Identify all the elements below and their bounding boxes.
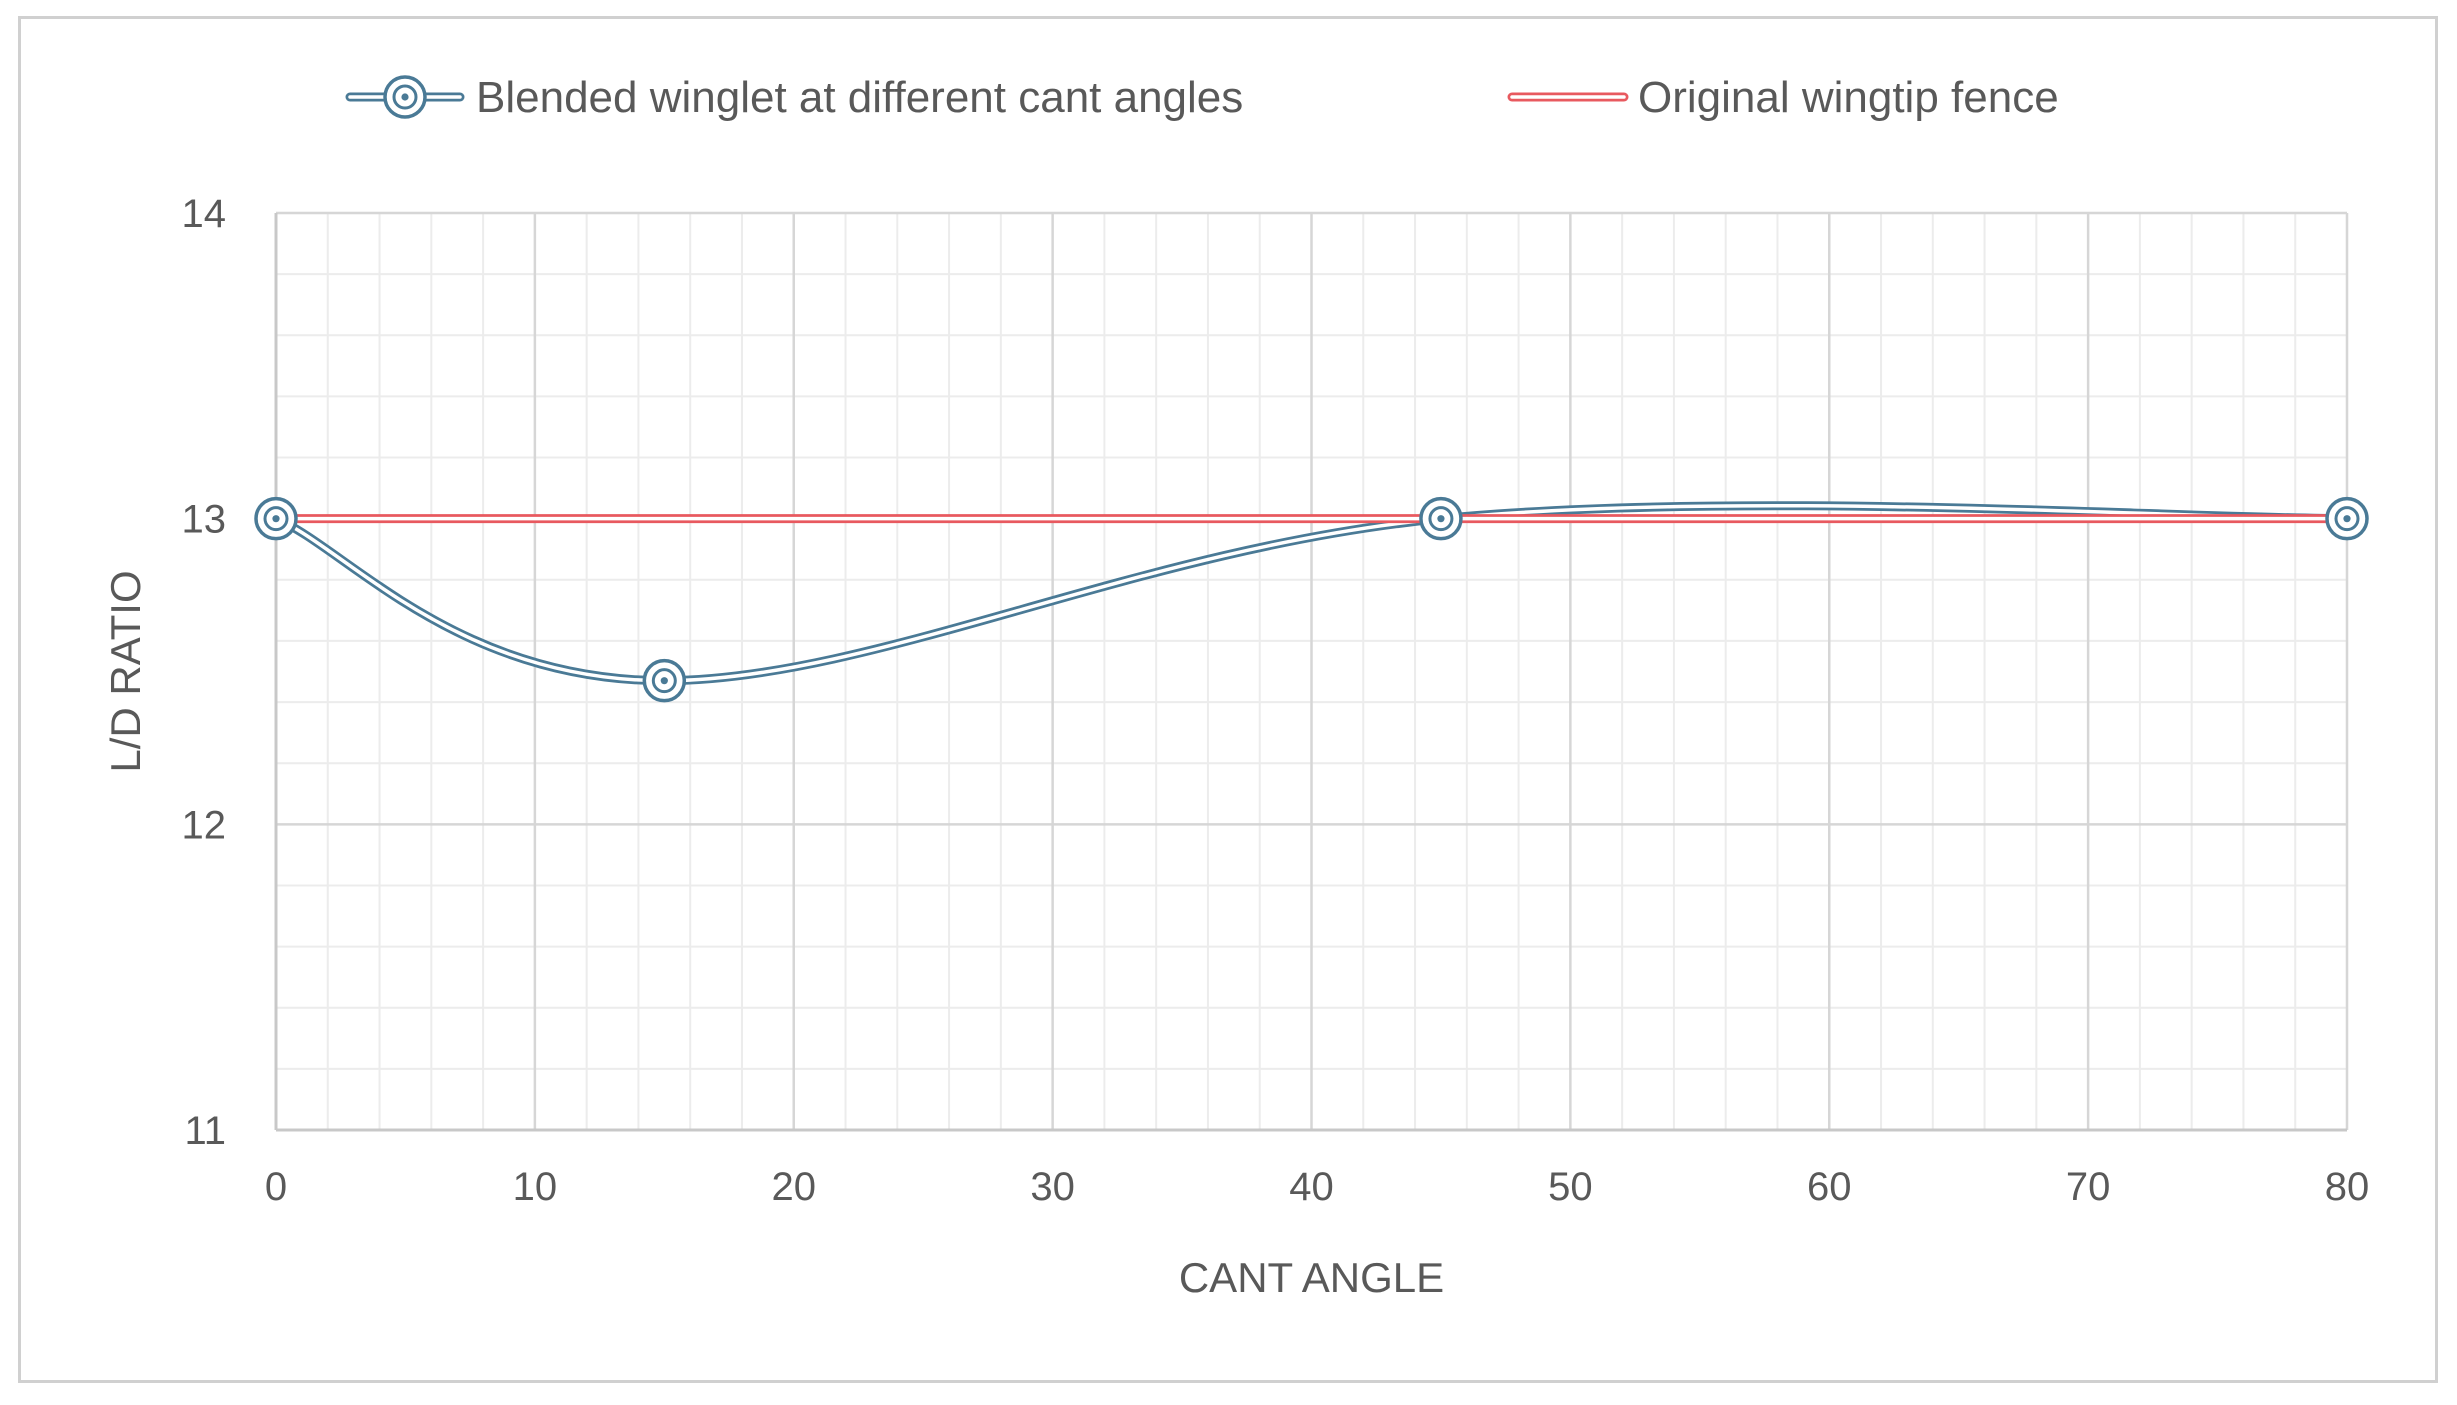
legend-marker-blended-winglet-ring xyxy=(392,84,418,110)
x-tick-label: 10 xyxy=(513,1165,558,1209)
series-line-blended-winglet-inner xyxy=(274,503,2349,683)
plot-axes xyxy=(274,213,2347,1132)
data-point-blended-winglet-dot xyxy=(1437,515,1445,523)
series-layer xyxy=(254,496,2369,703)
y-tick-label: 11 xyxy=(184,1109,226,1153)
x-axis-title: CANT ANGLE xyxy=(1179,1254,1444,1301)
data-point-blended-winglet-ring xyxy=(651,668,677,694)
y-tick-label: 13 xyxy=(182,498,227,542)
chart-frame xyxy=(18,16,2438,1383)
legend-label-wingtip-fence: Original wingtip fence xyxy=(1638,73,2059,122)
x-tick-labels: 0 10 20 30 40 50 60 70 80 xyxy=(265,1165,2369,1209)
x-tick-label: 60 xyxy=(1807,1165,1852,1209)
data-point-blended-winglet-dot xyxy=(660,677,668,685)
data-point-blended-winglet-dot xyxy=(272,515,280,523)
x-tick-label: 80 xyxy=(2325,1165,2370,1209)
legend-item-wingtip-fence: Original wingtip fence xyxy=(1507,73,2059,122)
y-axis-title: L/D RATIO xyxy=(102,570,149,772)
legend-label-blended-winglet: Blended winglet at different cant angles xyxy=(476,73,1243,122)
x-tick-label: 50 xyxy=(1548,1165,1593,1209)
y-tick-label: 12 xyxy=(182,803,227,847)
legend-marker-blended-winglet-dot xyxy=(401,93,409,101)
data-point-blended-winglet-ring xyxy=(2334,506,2360,532)
legend-swatch-blended-winglet xyxy=(345,75,465,119)
x-tick-label: 40 xyxy=(1289,1165,1334,1209)
data-point-blended-winglet-ring xyxy=(1428,506,1454,532)
data-point-blended-winglet-dot xyxy=(2343,515,2351,523)
data-point-blended-winglet-ring xyxy=(263,506,289,532)
x-tick-label: 0 xyxy=(265,1165,287,1209)
x-tick-label: 70 xyxy=(2066,1165,2111,1209)
legend-item-blended-winglet: Blended winglet at different cant angles xyxy=(345,73,1243,122)
x-tick-label: 20 xyxy=(772,1165,817,1209)
y-tick-label: 14 xyxy=(182,192,227,236)
x-tick-label: 30 xyxy=(1030,1165,1075,1209)
y-tick-labels: 11 12 13 14 xyxy=(182,192,227,1153)
legend: Blended winglet at different cant angles… xyxy=(345,73,2059,122)
